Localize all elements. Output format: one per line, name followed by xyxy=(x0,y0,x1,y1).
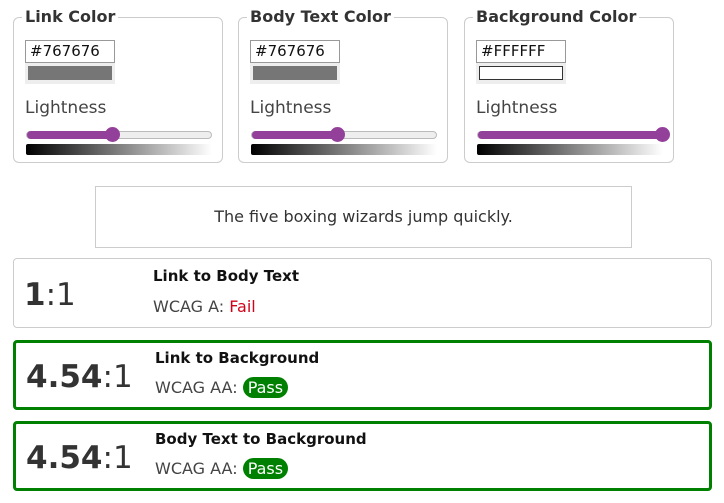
contrast-ratio: 4.54:1 xyxy=(26,359,133,395)
lightness-label: Lightness xyxy=(25,98,107,118)
body-text-color-swatch-button[interactable] xyxy=(250,63,340,84)
slider-fill xyxy=(252,131,337,139)
slider-thumb[interactable] xyxy=(655,127,670,142)
contrast-result: 4.54:1 Body Text to Background WCAG AA: … xyxy=(13,421,712,491)
preview-text: The five boxing wizards jump quickly. xyxy=(214,207,513,226)
result-title: Link to Body Text xyxy=(153,267,300,285)
slider-thumb[interactable] xyxy=(329,127,345,142)
wcag-status: WCAG AA: Pass xyxy=(155,458,289,479)
background-color-fieldset: Background Color #FFFFFF Lightness xyxy=(464,7,674,163)
body-text-color-fieldset: Body Text Color #767676 Lightness xyxy=(238,7,448,163)
body-text-color-lightness-slider[interactable] xyxy=(251,127,437,142)
background-color-swatch-button[interactable] xyxy=(476,63,566,84)
color-swatch xyxy=(253,66,337,80)
fieldset-legend: Body Text Color xyxy=(247,7,394,26)
color-swatch xyxy=(479,66,563,80)
contrast-ratio: 1:1 xyxy=(24,277,76,313)
fieldset-legend: Background Color xyxy=(473,7,640,26)
link-color-hex-input[interactable]: #767676 xyxy=(25,40,115,63)
fieldset-legend: Link Color xyxy=(22,7,119,26)
result-title: Link to Background xyxy=(155,349,320,367)
color-swatch xyxy=(28,66,112,80)
body-text-color-hex-input[interactable]: #767676 xyxy=(250,40,340,63)
lightness-gradient xyxy=(251,144,437,155)
background-color-lightness-slider[interactable] xyxy=(477,127,670,142)
pass-badge: Pass xyxy=(242,377,289,398)
link-color-fieldset: Link Color #767676 Lightness xyxy=(13,7,223,163)
pass-badge: Pass xyxy=(242,458,289,479)
link-color-swatch-button[interactable] xyxy=(25,63,115,84)
preview-text-box: The five boxing wizards jump quickly. xyxy=(95,186,632,248)
lightness-label: Lightness xyxy=(476,98,558,118)
lightness-label: Lightness xyxy=(250,98,332,118)
wcag-status: WCAG A: Fail xyxy=(153,297,256,316)
slider-fill xyxy=(478,131,662,139)
result-title: Body Text to Background xyxy=(155,430,367,448)
contrast-result: 4.54:1 Link to Background WCAG AA: Pass xyxy=(13,340,712,410)
contrast-ratio: 4.54:1 xyxy=(26,440,133,476)
slider-thumb[interactable] xyxy=(104,127,120,142)
background-color-hex-input[interactable]: #FFFFFF xyxy=(476,40,566,63)
link-color-lightness-slider[interactable] xyxy=(26,127,212,142)
contrast-result: 1:1 Link to Body Text WCAG A: Fail xyxy=(13,258,712,328)
wcag-status: WCAG AA: Pass xyxy=(155,377,289,398)
slider-fill xyxy=(27,131,112,139)
fail-label: Fail xyxy=(229,297,256,316)
lightness-gradient xyxy=(477,144,663,155)
lightness-gradient xyxy=(26,144,212,155)
